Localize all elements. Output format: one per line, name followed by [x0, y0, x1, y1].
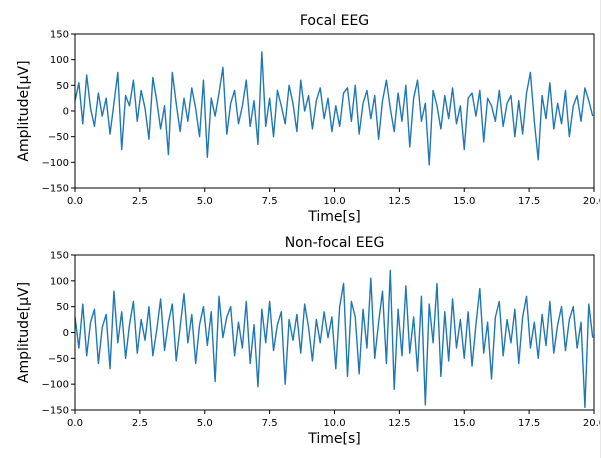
x-tick-label: 7.5 [262, 418, 278, 429]
x-axis-label: Time[s] [307, 209, 360, 225]
y-tick-label: −150 [42, 184, 69, 195]
x-tick-label: 0.0 [67, 418, 83, 429]
x-tick-label: 17.5 [518, 418, 540, 429]
y-tick-label: 150 [50, 30, 69, 41]
x-tick-label: 5.0 [197, 418, 213, 429]
x-tick-label: 15.0 [453, 196, 475, 207]
y-tick-label: −50 [48, 354, 69, 365]
y-tick-label: −100 [42, 380, 69, 391]
series-line [74, 269, 594, 409]
x-tick-label: 0.0 [67, 196, 83, 207]
x-tick-label: 12.5 [388, 196, 410, 207]
series-line [74, 51, 594, 166]
x-tick-label: 2.5 [132, 196, 148, 207]
y-tick-label: 150 [50, 251, 69, 262]
y-tick-label: 100 [50, 276, 69, 287]
chart-panel-1: Non-focal EEG 0.0 2.5 5.0 7.5 10.0 12.5 15.0 17.… [16, 235, 601, 447]
y-axis-label: Amplitude[µV] [16, 282, 32, 383]
x-axis-label: Time[s] [307, 431, 360, 447]
chart-title: Non-focal EEG [285, 235, 385, 251]
chart-title: Focal EEG [300, 13, 369, 29]
x-tick-label: 12.5 [388, 418, 410, 429]
x-tick-label: 10.0 [323, 196, 345, 207]
y-tick-label: −100 [42, 158, 69, 169]
y-tick-label: 50 [56, 302, 69, 313]
x-tick-label: 20.0 [583, 418, 601, 429]
y-tick-label: 0 [63, 107, 69, 118]
y-tick-label: 50 [56, 81, 69, 92]
x-tick-label: 7.5 [262, 196, 278, 207]
y-tick-label: 0 [63, 328, 69, 339]
x-tick-label: 10.0 [323, 418, 345, 429]
x-tick-label: 15.0 [453, 418, 475, 429]
y-tick-label: −150 [42, 406, 69, 417]
y-tick-label: −50 [48, 132, 69, 143]
y-axis-label: Amplitude[µV] [16, 60, 32, 161]
x-tick-label: 17.5 [518, 196, 540, 207]
x-tick-label: 20.0 [583, 196, 601, 207]
x-tick-label: 5.0 [197, 196, 213, 207]
chart-panel-0: Focal EEG 0.0 2.5 5.0 7.5 10.0 12.5 15.0 17.5 20.… [16, 13, 601, 225]
x-tick-label: 2.5 [132, 418, 148, 429]
y-tick-label: 100 [50, 55, 69, 66]
